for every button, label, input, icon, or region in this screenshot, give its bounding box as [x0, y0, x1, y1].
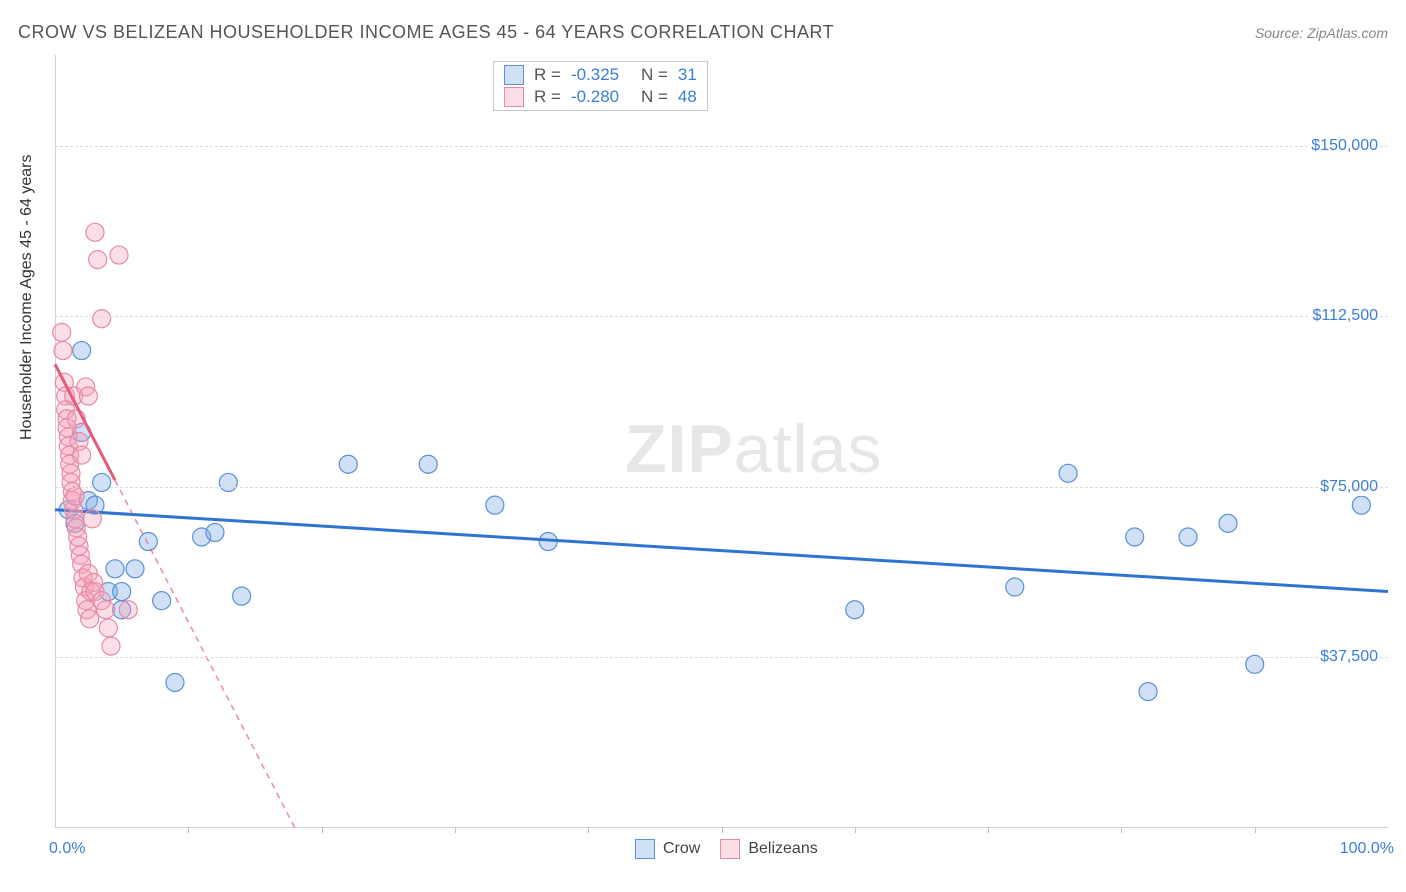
legend-swatch	[720, 839, 740, 859]
chart-title: CROW VS BELIZEAN HOUSEHOLDER INCOME AGES…	[18, 22, 834, 43]
gridline	[55, 487, 1388, 488]
data-point	[119, 601, 137, 619]
x-tick	[855, 827, 856, 833]
x-axis-min-label: 0.0%	[49, 840, 85, 858]
data-point	[1179, 528, 1197, 546]
plot-area: ZIPatlas R =-0.325N =31R =-0.280N =48 Cr…	[55, 55, 1388, 828]
x-tick	[188, 827, 189, 833]
source-label: Source: ZipAtlas.com	[1255, 25, 1388, 41]
data-point	[486, 496, 504, 514]
data-point	[1219, 514, 1237, 532]
legend-swatch	[635, 839, 655, 859]
y-tick-label: $112,500	[1310, 307, 1380, 325]
data-point	[1006, 578, 1024, 596]
y-tick-label: $150,000	[1309, 137, 1380, 155]
series-legend: Crow Belizeans	[635, 839, 818, 859]
data-point	[126, 560, 144, 578]
stat-r-label: R =	[534, 87, 561, 107]
x-axis-max-label: 100.0%	[1340, 840, 1394, 858]
data-point	[339, 455, 357, 473]
data-point	[81, 610, 99, 628]
data-point	[93, 310, 111, 328]
data-point	[419, 455, 437, 473]
regression-line	[55, 510, 1388, 592]
data-point	[1126, 528, 1144, 546]
data-point	[166, 673, 184, 691]
data-point	[97, 601, 115, 619]
data-point	[1059, 464, 1077, 482]
legend-item: Crow	[635, 839, 700, 859]
plot-svg	[55, 55, 1388, 827]
x-tick	[588, 827, 589, 833]
stats-row: R = -0.280 N = 48	[504, 86, 697, 108]
stat-n-label: N =	[641, 87, 668, 107]
data-point	[219, 473, 237, 491]
data-point	[206, 523, 224, 541]
legend-swatch	[504, 87, 524, 107]
legend-item: Belizeans	[720, 839, 817, 859]
data-point	[233, 587, 251, 605]
data-point	[66, 487, 84, 505]
data-point	[102, 637, 120, 655]
stat-r-label: R =	[534, 65, 561, 85]
data-point	[1352, 496, 1370, 514]
data-point	[93, 473, 111, 491]
legend-swatch	[504, 65, 524, 85]
data-point	[153, 592, 171, 610]
gridline	[55, 316, 1388, 317]
data-point	[86, 223, 104, 241]
data-point	[73, 446, 91, 464]
data-point	[53, 323, 71, 341]
gridline	[55, 146, 1388, 147]
y-tick-label: $37,500	[1318, 648, 1380, 666]
data-point	[139, 533, 157, 551]
data-point	[106, 560, 124, 578]
data-point	[79, 387, 97, 405]
stat-n-value: 31	[678, 65, 697, 85]
y-axis-title: Householder Income Ages 45 - 64 years	[18, 155, 36, 441]
stat-r-value: -0.280	[571, 87, 631, 107]
data-point	[73, 342, 91, 360]
data-point	[1139, 683, 1157, 701]
correlation-stats-legend: R = -0.325 N = 31 R = -0.280 N = 48	[493, 61, 708, 111]
stat-r-value: -0.325	[571, 65, 631, 85]
data-point	[846, 601, 864, 619]
stat-n-value: 48	[678, 87, 697, 107]
y-tick-label: $75,000	[1318, 478, 1380, 496]
legend-label: Belizeans	[748, 840, 817, 858]
x-tick	[722, 827, 723, 833]
data-point	[54, 342, 72, 360]
data-point	[113, 583, 131, 601]
x-tick	[1121, 827, 1122, 833]
x-tick	[455, 827, 456, 833]
data-point	[89, 251, 107, 269]
gridline	[55, 657, 1388, 658]
stat-n-label: N =	[641, 65, 668, 85]
data-point	[83, 510, 101, 528]
stats-row: R = -0.325 N = 31	[504, 64, 697, 86]
x-tick	[322, 827, 323, 833]
x-tick	[1255, 827, 1256, 833]
data-point	[99, 619, 117, 637]
x-tick	[988, 827, 989, 833]
data-point	[110, 246, 128, 264]
legend-label: Crow	[663, 840, 700, 858]
